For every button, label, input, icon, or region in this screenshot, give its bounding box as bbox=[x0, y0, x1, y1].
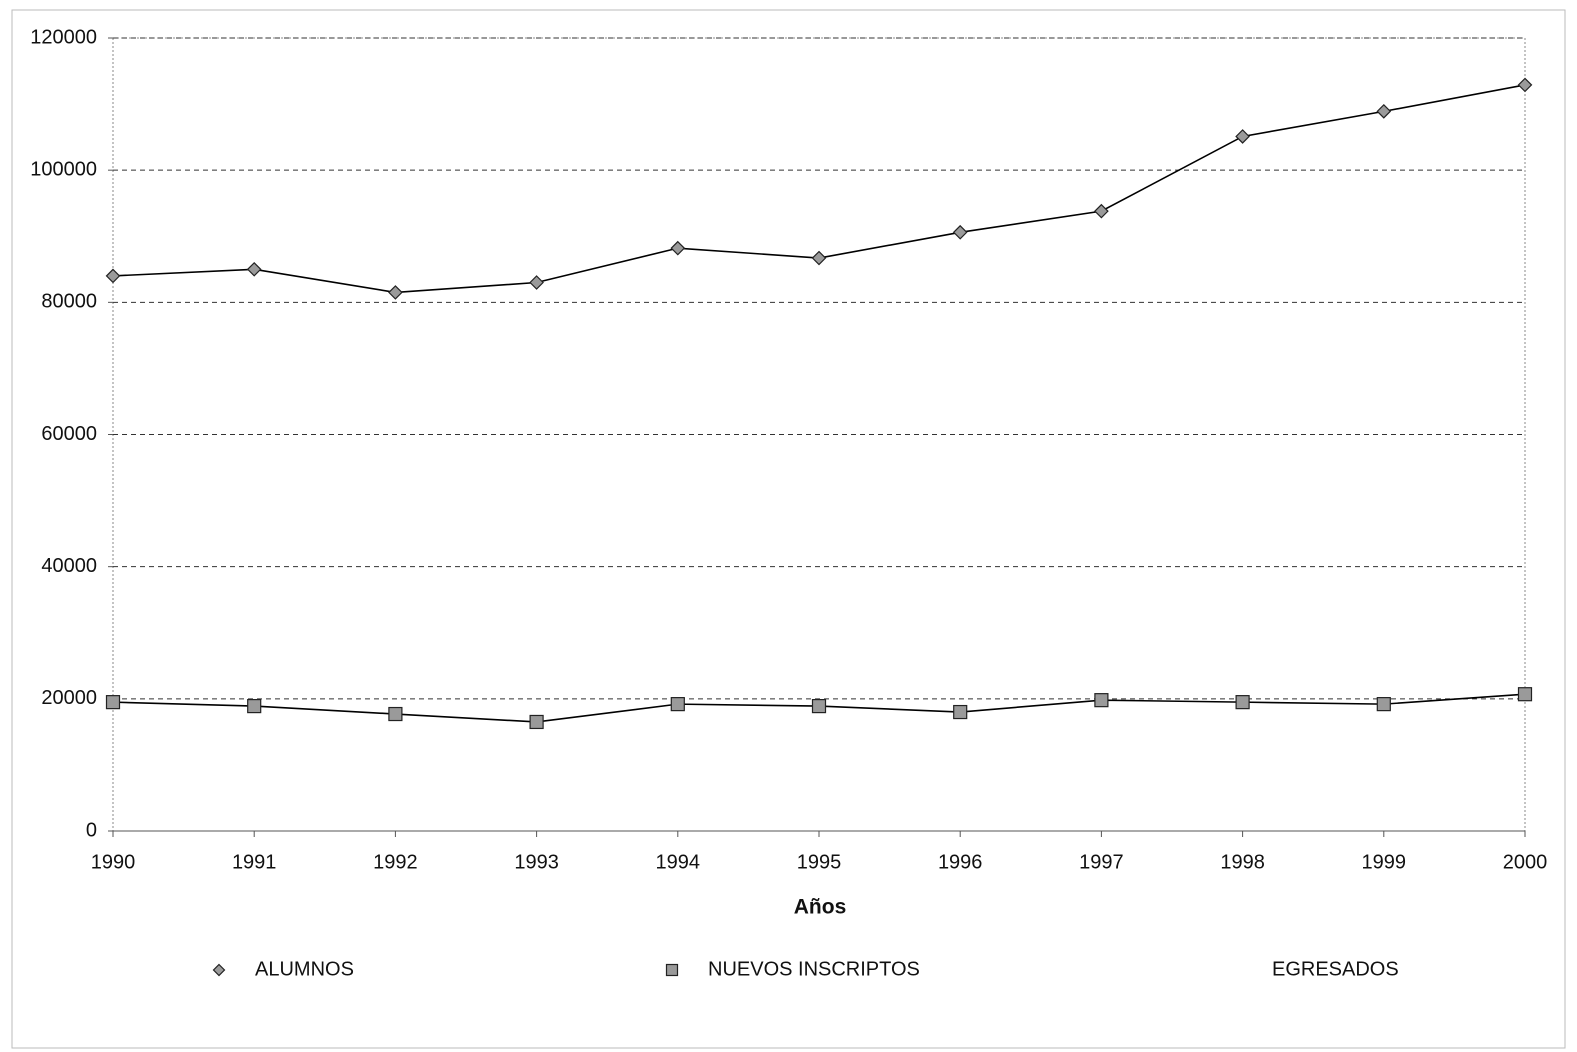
y-tick-label: 80000 bbox=[41, 291, 97, 313]
y-tick-label: 0 bbox=[86, 819, 97, 841]
data-point bbox=[1235, 129, 1250, 144]
x-tick-label: 2000 bbox=[1503, 851, 1548, 873]
data-point bbox=[388, 285, 403, 300]
x-tick-label: 1994 bbox=[656, 851, 701, 873]
legend-label: NUEVOS INSCRIPTOS bbox=[708, 958, 920, 980]
data-point bbox=[388, 706, 403, 722]
x-tick-label: 1999 bbox=[1362, 851, 1407, 873]
data-point bbox=[1517, 77, 1533, 93]
legend-label: ALUMNOS bbox=[255, 958, 354, 980]
chart-frame bbox=[11, 9, 1566, 1049]
y-tick-label: 60000 bbox=[41, 423, 97, 445]
x-tick-label: 1996 bbox=[938, 851, 983, 873]
x-tick-label: 1997 bbox=[1079, 851, 1124, 873]
data-point bbox=[670, 240, 686, 256]
data-point bbox=[953, 704, 968, 720]
x-tick-label: 1998 bbox=[1220, 851, 1265, 873]
legend-label: EGRESADOS bbox=[1272, 958, 1399, 980]
legend-marker bbox=[212, 963, 226, 977]
legend-marker bbox=[665, 963, 679, 977]
x-tick-label: 1990 bbox=[91, 851, 136, 873]
data-point bbox=[1094, 693, 1109, 708]
data-point bbox=[529, 714, 544, 730]
data-point bbox=[1376, 104, 1392, 119]
data-point bbox=[1235, 695, 1250, 710]
data-point bbox=[1517, 687, 1533, 702]
data-point bbox=[670, 697, 685, 712]
data-point bbox=[811, 250, 827, 266]
data-point bbox=[1376, 697, 1391, 712]
x-tick-label: 1993 bbox=[514, 851, 559, 873]
data-point bbox=[811, 699, 827, 714]
data-point bbox=[529, 275, 544, 290]
data-point bbox=[1094, 203, 1109, 219]
data-point bbox=[105, 268, 121, 284]
data-point bbox=[247, 699, 262, 714]
y-tick-label: 40000 bbox=[41, 555, 97, 577]
y-tick-label: 100000 bbox=[30, 158, 97, 180]
x-tick-label: 1995 bbox=[797, 851, 842, 873]
y-tick-label: 120000 bbox=[30, 26, 97, 48]
data-point bbox=[246, 261, 262, 277]
y-tick-label: 20000 bbox=[41, 687, 97, 709]
data-point bbox=[105, 695, 121, 710]
data-point bbox=[952, 224, 968, 240]
x-tick-label: 1992 bbox=[373, 851, 418, 873]
x-axis-title: Años bbox=[794, 896, 847, 919]
x-tick-label: 1991 bbox=[232, 851, 277, 873]
